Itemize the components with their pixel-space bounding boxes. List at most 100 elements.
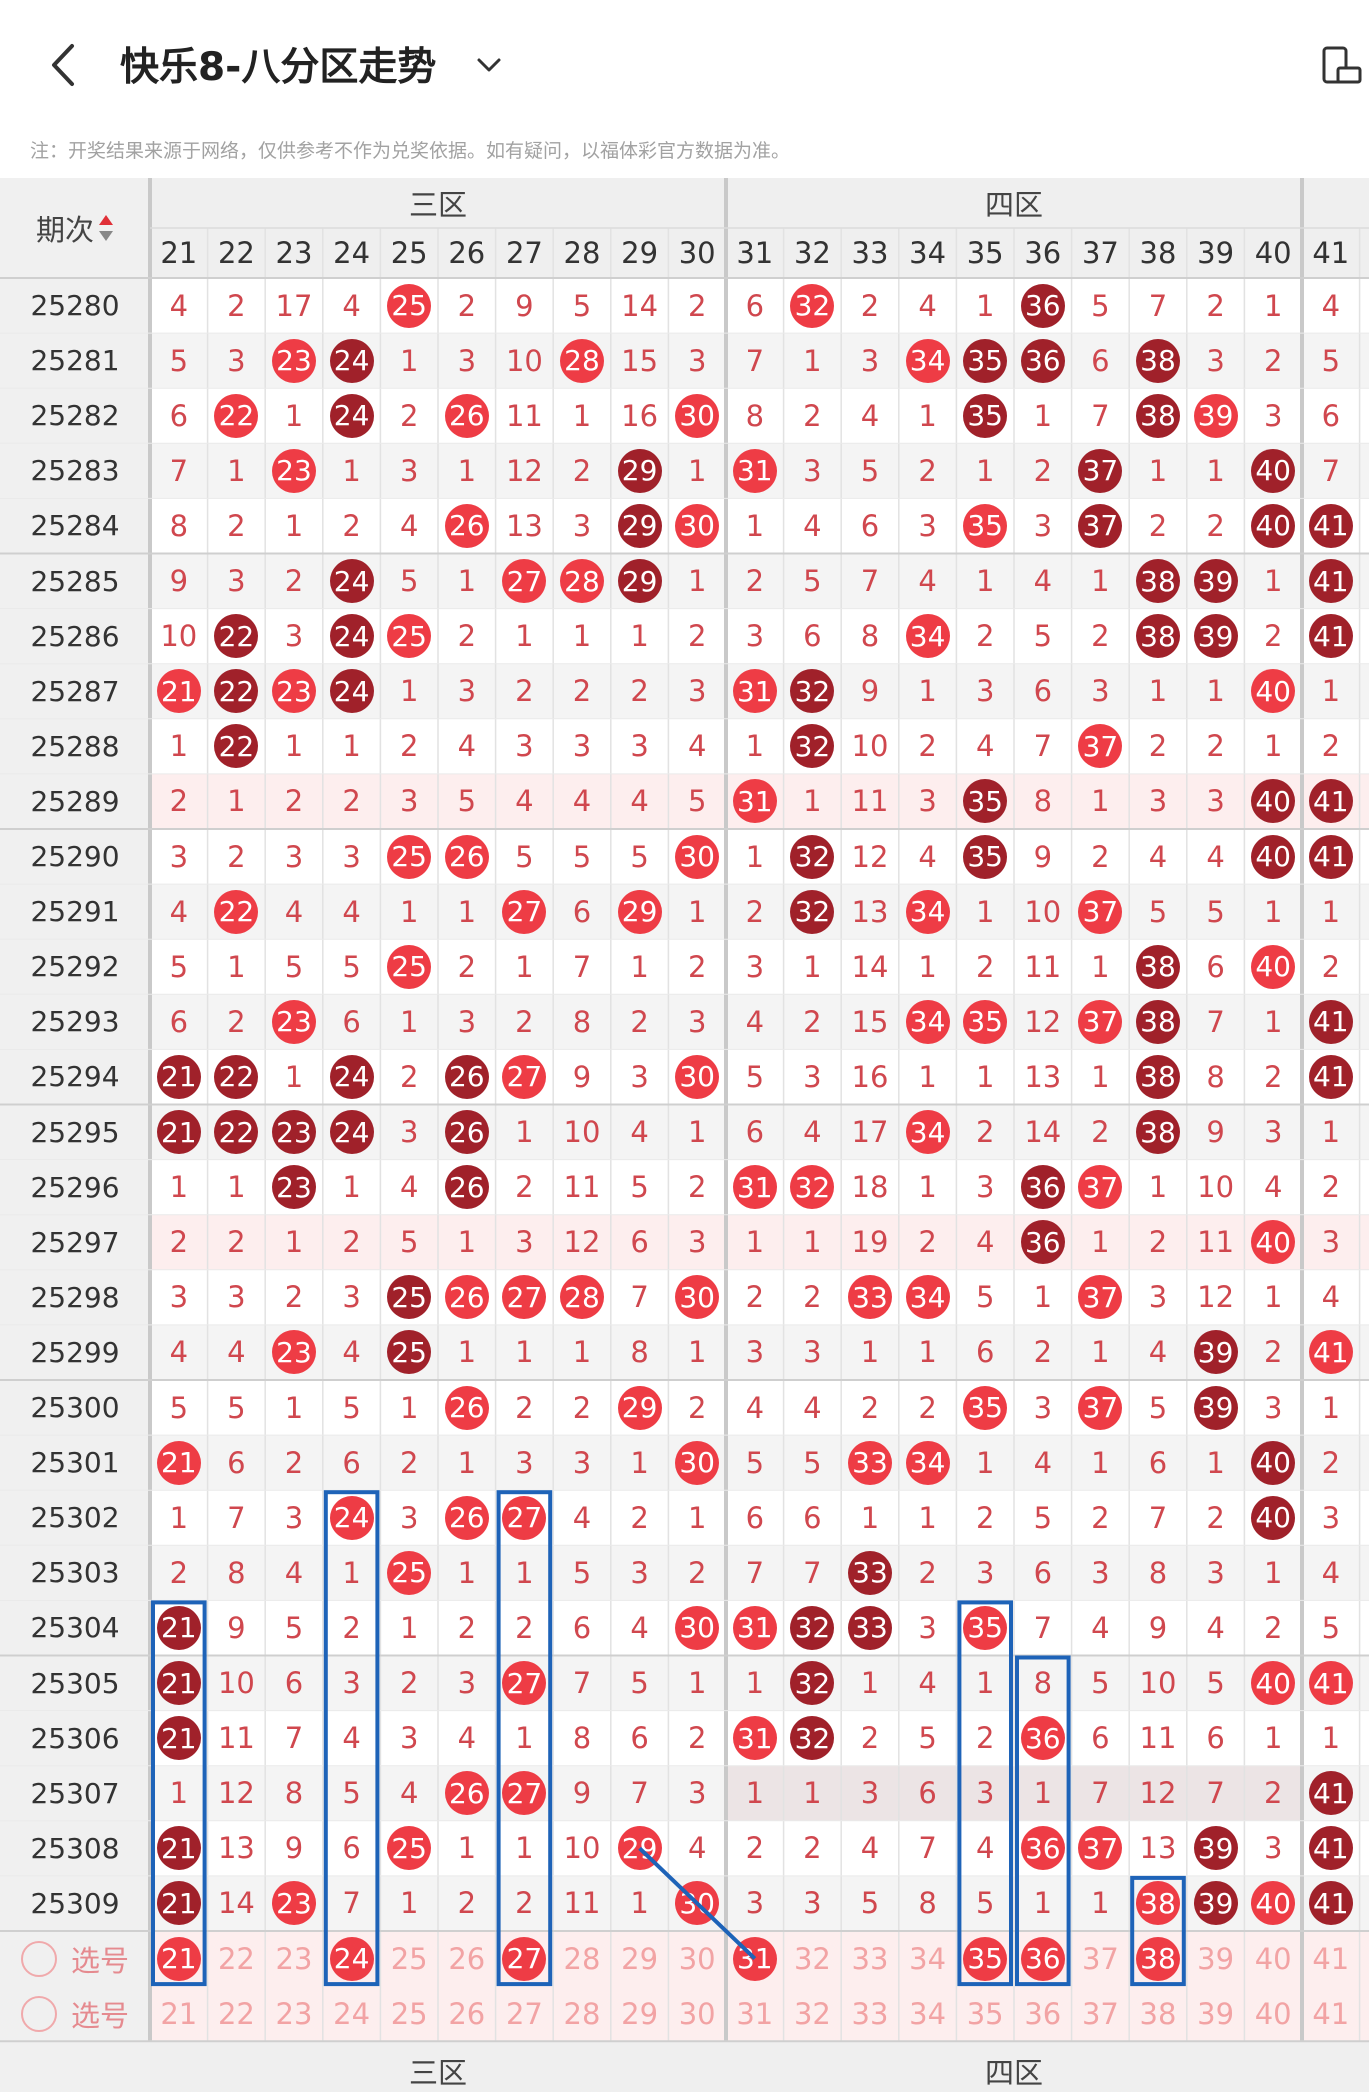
radio-circle-icon[interactable] — [20, 1940, 57, 1977]
selected-ball[interactable]: 36 — [1020, 1936, 1065, 1981]
select-number[interactable]: 33 — [851, 1941, 889, 1976]
period-label: 25280 — [30, 289, 120, 323]
select-number[interactable]: 37 — [1081, 1941, 1119, 1976]
title-dropdown-button[interactable] — [474, 50, 504, 80]
select-number[interactable]: 26 — [448, 1996, 486, 2031]
select-number[interactable]: 21 — [160, 1996, 198, 2031]
select-number[interactable]: 28 — [563, 1941, 601, 1976]
select-number[interactable]: 28 — [563, 1996, 601, 2031]
miss-count: 16 — [851, 1059, 889, 1094]
drawn-ball: 30 — [675, 1275, 720, 1320]
select-number[interactable]: 41 — [1312, 1941, 1350, 1976]
drawn-ball: 22 — [214, 724, 259, 769]
miss-count: 5 — [1148, 894, 1168, 929]
period-label: 25309 — [30, 1886, 120, 1920]
miss-count: 14 — [1024, 1115, 1062, 1150]
miss-count: 1 — [1321, 894, 1341, 929]
miss-count: 4 — [227, 1335, 246, 1370]
drawn-ball: 31 — [732, 1165, 777, 1210]
select-number[interactable]: 23 — [275, 1996, 313, 2031]
miss-count: 3 — [803, 1335, 822, 1370]
miss-count: 7 — [1033, 729, 1053, 764]
select-number[interactable]: 27 — [505, 1996, 543, 2031]
miss-count: 3 — [1263, 398, 1283, 433]
column-header: 21 — [160, 236, 198, 270]
period-label: 25306 — [30, 1721, 120, 1755]
drawn-ball: 21 — [156, 1826, 201, 1871]
select-number[interactable]: 31 — [736, 1996, 774, 2031]
select-number[interactable]: 24 — [333, 1996, 371, 2031]
select-number[interactable]: 26 — [448, 1941, 486, 1976]
select-number[interactable]: 34 — [909, 1941, 947, 1976]
miss-count: 1 — [1033, 398, 1053, 433]
selected-ball[interactable]: 27 — [502, 1936, 547, 1981]
period-label: 25283 — [30, 454, 120, 488]
row-bg — [0, 443, 1369, 499]
miss-count: 3 — [1321, 1225, 1341, 1260]
select-number[interactable]: 39 — [1197, 1941, 1235, 1976]
column-header: 28 — [563, 236, 601, 270]
selected-ball[interactable]: 24 — [329, 1936, 374, 1981]
select-number[interactable]: 25 — [390, 1996, 428, 2031]
back-button[interactable] — [44, 40, 84, 90]
select-number[interactable]: 29 — [621, 1941, 659, 1976]
select-number[interactable]: 23 — [275, 1941, 313, 1976]
select-number[interactable]: 32 — [793, 1996, 831, 2031]
drawn-ball: 25 — [387, 944, 432, 989]
select-number[interactable]: 39 — [1197, 1996, 1235, 2031]
miss-count: 7 — [918, 1831, 937, 1866]
drawn-ball: 23 — [272, 1165, 316, 1210]
drawn-ball: 40 — [1251, 503, 1296, 548]
selected-ball[interactable]: 31 — [732, 1936, 777, 1981]
miss-count: 5 — [745, 1059, 765, 1094]
miss-count: 5 — [1206, 1666, 1225, 1701]
miss-count: 5 — [1321, 1610, 1341, 1645]
select-number[interactable]: 30 — [678, 1941, 716, 1976]
select-number[interactable]: 40 — [1254, 1996, 1292, 2031]
miss-count: 1 — [515, 619, 534, 654]
period-header[interactable]: 期次 — [0, 178, 150, 278]
period-label: 25297 — [30, 1225, 120, 1259]
drawn-ball: 30 — [675, 393, 720, 438]
select-number[interactable]: 37 — [1081, 1996, 1119, 2031]
select-number[interactable]: 36 — [1024, 1996, 1062, 2031]
miss-count: 1 — [745, 508, 765, 543]
select-number[interactable]: 25 — [390, 1941, 428, 1976]
miss-count: 2 — [975, 949, 995, 984]
miss-count: 3 — [1033, 1390, 1053, 1425]
miss-count: 2 — [630, 1004, 649, 1039]
period-label: 25287 — [30, 674, 120, 708]
selected-ball[interactable]: 21 — [156, 1936, 201, 1981]
selected-ball[interactable]: 38 — [1136, 1936, 1180, 1981]
select-number[interactable]: 29 — [621, 1996, 659, 2031]
select-number[interactable]: 22 — [217, 1941, 255, 1976]
miss-count: 4 — [169, 894, 189, 929]
miss-count: 13 — [1024, 1059, 1062, 1094]
drawn-ball: 35 — [963, 338, 1008, 383]
radio-circle-icon[interactable] — [20, 1995, 57, 2032]
disclaimer-notice: 注：开奖结果来源于网络，仅供参考不作为兑奖依据。如有疑问，以福体彩官方数据为准。 — [30, 140, 791, 162]
select-number[interactable]: 32 — [793, 1941, 831, 1976]
select-number[interactable]: 40 — [1254, 1941, 1292, 1976]
selected-ball[interactable]: 35 — [963, 1936, 1008, 1981]
miss-count: 5 — [399, 564, 419, 599]
rotate-screen-button[interactable] — [1320, 44, 1364, 88]
select-number[interactable]: 30 — [678, 1996, 716, 2031]
select-number[interactable]: 33 — [851, 1996, 889, 2031]
select-number[interactable]: 22 — [217, 1996, 255, 2031]
select-row-label[interactable]: 选号 — [0, 1986, 150, 2041]
period-label: 25288 — [30, 729, 120, 763]
miss-count: 1 — [457, 894, 477, 929]
select-number[interactable]: 35 — [966, 1996, 1004, 2031]
miss-count: 1 — [227, 1170, 246, 1205]
select-number[interactable]: 34 — [909, 1996, 947, 2031]
select-number[interactable]: 38 — [1139, 1996, 1177, 2031]
drawn-ball: 38 — [1136, 338, 1180, 383]
miss-count: 1 — [630, 1886, 649, 1921]
page-title[interactable]: 快乐8-八分区走势 — [120, 45, 437, 90]
drawn-ball: 36 — [1020, 338, 1065, 383]
miss-count: 2 — [399, 1666, 419, 1701]
select-row-label[interactable]: 选号 — [0, 1931, 150, 1986]
select-number[interactable]: 41 — [1312, 1996, 1350, 2031]
miss-count: 3 — [342, 1666, 361, 1701]
